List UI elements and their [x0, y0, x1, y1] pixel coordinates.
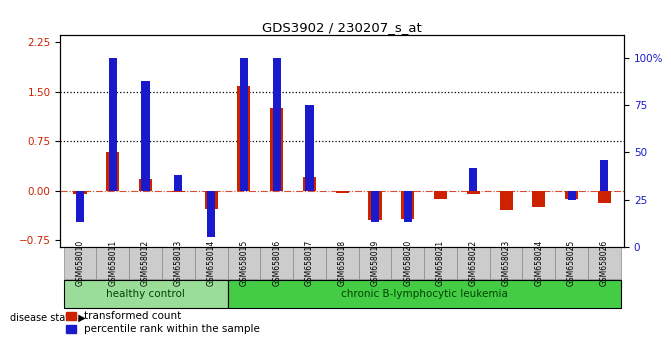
Bar [457, 247, 490, 279]
Bar [270, 108, 283, 191]
Text: GSM658012: GSM658012 [141, 240, 150, 286]
Bar [195, 247, 227, 279]
Bar [172, 191, 185, 192]
Text: GSM658018: GSM658018 [338, 240, 347, 286]
Bar [139, 179, 152, 191]
Text: GSM658013: GSM658013 [174, 240, 183, 286]
Bar [555, 247, 588, 279]
Bar [293, 247, 326, 279]
Bar [601, 160, 609, 191]
Bar [490, 247, 523, 279]
Text: GSM658016: GSM658016 [272, 240, 281, 286]
Title: GDS3902 / 230207_s_at: GDS3902 / 230207_s_at [262, 21, 422, 34]
Bar [371, 191, 379, 222]
Bar [227, 247, 260, 279]
Text: GSM658011: GSM658011 [108, 240, 117, 286]
Bar [74, 191, 87, 194]
Bar [64, 280, 227, 308]
Bar [499, 191, 513, 211]
Text: GSM658025: GSM658025 [567, 240, 576, 286]
Bar [368, 191, 382, 220]
Bar [401, 191, 414, 219]
Bar [469, 167, 477, 191]
Text: chronic B-lymphocytic leukemia: chronic B-lymphocytic leukemia [341, 289, 507, 299]
Bar [207, 191, 215, 237]
Bar [532, 191, 546, 207]
Bar [303, 177, 316, 191]
Bar [424, 247, 457, 279]
Bar [326, 247, 358, 279]
Bar [260, 247, 293, 279]
Bar [76, 191, 84, 222]
Text: GSM658020: GSM658020 [403, 240, 412, 286]
Bar [568, 191, 576, 200]
Bar [565, 191, 578, 199]
Bar [272, 58, 280, 191]
Legend: transformed count, percentile rank within the sample: transformed count, percentile rank withi… [66, 311, 260, 335]
Text: disease state ▶: disease state ▶ [9, 313, 85, 323]
Bar [434, 191, 447, 199]
Bar [588, 247, 621, 279]
Bar [109, 58, 117, 191]
Bar [142, 81, 150, 191]
Bar [97, 247, 130, 279]
Bar [238, 86, 250, 191]
Bar [305, 105, 313, 191]
Text: healthy control: healthy control [106, 289, 185, 299]
Bar [205, 191, 217, 209]
Bar [391, 247, 424, 279]
Bar [227, 280, 621, 308]
Text: GSM658021: GSM658021 [436, 240, 445, 286]
Bar [467, 191, 480, 194]
Bar [240, 58, 248, 191]
Text: GSM658010: GSM658010 [76, 240, 85, 286]
Bar [598, 191, 611, 202]
Text: GSM658014: GSM658014 [207, 240, 215, 286]
Text: GSM658015: GSM658015 [240, 240, 248, 286]
Text: GSM658023: GSM658023 [501, 240, 511, 286]
Bar [404, 191, 412, 222]
Text: GSM658019: GSM658019 [370, 240, 380, 286]
Bar [130, 247, 162, 279]
Bar [162, 247, 195, 279]
Bar [174, 175, 183, 191]
Bar [523, 247, 555, 279]
Bar [358, 247, 391, 279]
Bar [64, 247, 97, 279]
Bar [106, 152, 119, 191]
Bar [336, 191, 349, 193]
Text: GSM658017: GSM658017 [305, 240, 314, 286]
Text: GSM658026: GSM658026 [600, 240, 609, 286]
Text: GSM658022: GSM658022 [469, 240, 478, 286]
Text: GSM658024: GSM658024 [534, 240, 544, 286]
